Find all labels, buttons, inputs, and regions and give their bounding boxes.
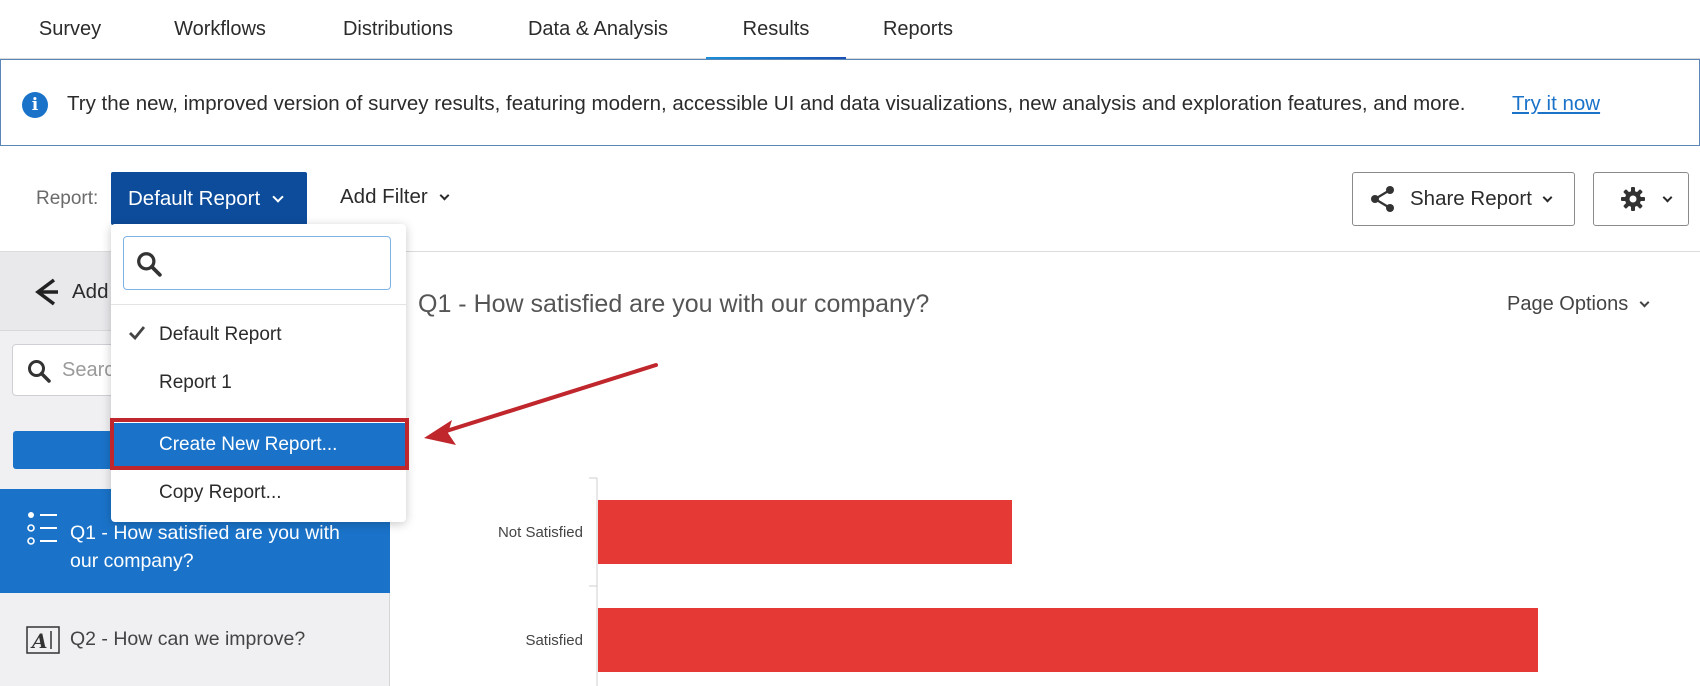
search-icon	[28, 360, 51, 383]
gear-icon	[1621, 187, 1645, 211]
category-label: Satisfied	[525, 632, 583, 649]
svg-text:A: A	[30, 629, 48, 653]
info-banner: i Try the new, improved version of surve…	[0, 59, 1700, 146]
menu-item-label: Create New Report...	[159, 434, 338, 455]
add-filter-button[interactable]: Add Filter	[340, 185, 450, 209]
menu-item-report-1[interactable]: Report 1	[111, 361, 406, 405]
checkmark-icon	[129, 326, 145, 340]
page-options-button[interactable]: Page Options	[1507, 293, 1650, 316]
menu-item-default-report[interactable]: Default Report	[111, 313, 406, 357]
tab-reports[interactable]: Reports	[882, 18, 954, 40]
question-label: Q2 - How can we improve?	[70, 628, 306, 650]
share-report-button[interactable]: Share Report	[1352, 172, 1575, 226]
bar-satisfied	[598, 608, 1538, 672]
toolbar-divider	[0, 251, 1700, 252]
report-dropdown-button[interactable]: Default Report	[111, 172, 307, 225]
tab-results[interactable]: Results	[706, 0, 846, 60]
share-report-label: Share Report	[1410, 187, 1532, 210]
menu-item-copy-report[interactable]: Copy Report...	[111, 471, 406, 515]
menu-divider	[111, 304, 406, 305]
settings-button[interactable]	[1593, 172, 1689, 226]
tab-survey[interactable]: Survey	[38, 18, 102, 40]
banner-text: Try the new, improved version of survey …	[67, 92, 1466, 115]
bar-chart: Not Satisfied Satisfied	[498, 477, 1538, 686]
category-label: Not Satisfied	[498, 524, 583, 541]
bar-not-satisfied	[598, 500, 1012, 564]
chevron-down-icon	[272, 190, 284, 203]
menu-item-label: Copy Report...	[159, 482, 282, 503]
report-button-label: Default Report	[128, 186, 261, 210]
report-label: Report:	[36, 188, 99, 209]
tab-data-analysis[interactable]: Data & Analysis	[527, 18, 669, 40]
chevron-down-icon	[1542, 192, 1553, 202]
multiple-choice-icon	[27, 512, 57, 545]
page-options-label: Page Options	[1507, 293, 1629, 315]
tab-distributions[interactable]: Distributions	[342, 18, 454, 40]
info-icon: i	[22, 92, 48, 118]
report-search-input[interactable]	[123, 236, 391, 290]
menu-item-label: Report 1	[159, 372, 232, 393]
add-page-icon	[35, 278, 58, 306]
text-entry-icon: A	[26, 626, 60, 654]
menu-item-create-new-report[interactable]: Create New Report...	[111, 423, 406, 467]
share-icon	[1371, 186, 1394, 212]
menu-item-label: Default Report	[159, 324, 282, 345]
report-dropdown-menu: Default Report Report 1 Create New Repor…	[111, 224, 406, 522]
search-icon	[137, 252, 162, 277]
tab-workflows[interactable]: Workflows	[174, 18, 266, 40]
add-filter-label: Add Filter	[340, 185, 428, 208]
question-label: Q1 - How satisfied are you with our comp…	[70, 522, 340, 572]
try-it-now-link[interactable]: Try it now	[1512, 92, 1601, 115]
add-page-label: Add	[72, 280, 109, 303]
question-item-q2[interactable]: A Q2 - How can we improve?	[0, 593, 390, 686]
left-search-placeholder: Search	[62, 359, 126, 381]
chevron-down-icon	[1662, 192, 1673, 202]
top-nav: Survey Workflows Distributions Data & An…	[0, 0, 1700, 60]
chevron-down-icon	[439, 190, 450, 200]
question-title: Q1 - How satisfied are you with our comp…	[418, 290, 930, 318]
chevron-down-icon	[1639, 297, 1650, 308]
